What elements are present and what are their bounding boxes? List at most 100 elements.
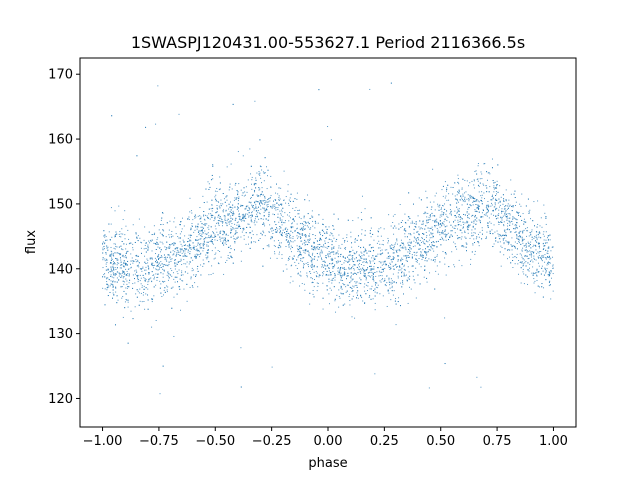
data-point (382, 240, 384, 242)
data-point (120, 236, 122, 238)
data-point (112, 284, 114, 286)
data-point (115, 286, 117, 288)
data-point (381, 264, 383, 266)
data-point (530, 256, 532, 258)
data-point (175, 233, 177, 235)
data-point (509, 214, 511, 216)
data-point (232, 262, 234, 264)
data-point (304, 234, 306, 236)
data-point (168, 263, 170, 265)
data-point (380, 266, 382, 268)
data-point (348, 268, 350, 270)
data-point (277, 246, 279, 248)
data-point (439, 226, 441, 228)
data-point (141, 301, 143, 303)
data-point (552, 290, 554, 292)
data-point (147, 246, 149, 247)
data-point (191, 226, 193, 227)
data-point (262, 194, 264, 196)
data-point (251, 183, 252, 185)
data-point (396, 238, 398, 240)
data-point (107, 295, 109, 297)
data-point (351, 279, 353, 281)
data-point (505, 235, 507, 237)
data-point (547, 239, 549, 241)
data-point (495, 187, 497, 189)
data-point (119, 273, 121, 275)
data-point (417, 242, 419, 244)
data-point (505, 210, 507, 212)
data-point (508, 207, 510, 209)
data-point (512, 260, 514, 262)
data-point (521, 239, 523, 241)
data-point (285, 246, 287, 248)
data-point (271, 236, 273, 238)
data-point (528, 210, 530, 212)
data-point (132, 262, 134, 264)
data-point (546, 252, 548, 254)
data-point (238, 196, 240, 198)
data-point (542, 233, 544, 235)
data-point (144, 255, 146, 257)
data-point (184, 271, 186, 273)
data-point (531, 239, 533, 241)
data-point (157, 243, 159, 245)
data-point (377, 253, 379, 255)
data-point (445, 226, 447, 228)
data-point (296, 223, 298, 225)
data-point (208, 236, 210, 238)
data-point (392, 215, 394, 217)
data-point (444, 181, 446, 183)
data-point (301, 260, 303, 262)
data-point (342, 283, 344, 285)
data-point (445, 274, 447, 276)
data-point (504, 235, 506, 237)
data-point (392, 256, 394, 258)
data-point (335, 253, 337, 255)
data-point (458, 214, 460, 216)
data-point (172, 254, 174, 256)
data-point (207, 255, 209, 257)
data-point (226, 220, 228, 222)
data-point (352, 285, 354, 287)
data-point (452, 226, 454, 228)
data-point (306, 272, 308, 274)
data-point (289, 200, 291, 202)
data-point (245, 186, 247, 188)
data-point (207, 217, 209, 219)
data-point (311, 259, 313, 261)
data-point (256, 194, 258, 196)
data-point (417, 230, 419, 232)
data-point (330, 274, 332, 276)
data-point (363, 271, 365, 273)
data-point (548, 282, 550, 284)
data-point (252, 205, 254, 207)
data-point (503, 224, 505, 226)
data-point (220, 256, 222, 258)
data-point (150, 240, 152, 242)
data-point (176, 247, 178, 249)
data-point (456, 198, 458, 200)
data-point (112, 266, 114, 268)
data-point (243, 215, 245, 217)
data-point (199, 247, 201, 249)
data-point (202, 243, 204, 245)
data-point (340, 247, 342, 249)
data-point (151, 250, 153, 252)
data-point (458, 210, 460, 212)
data-point (151, 263, 153, 265)
data-point (443, 239, 445, 241)
data-point (450, 186, 452, 188)
data-point (206, 201, 208, 203)
data-point (170, 260, 172, 262)
data-point (125, 264, 127, 266)
data-point (462, 221, 464, 223)
data-point (176, 271, 178, 273)
data-point (352, 273, 354, 275)
data-point (115, 268, 117, 270)
data-point (191, 225, 193, 227)
data-point (392, 252, 394, 254)
data-point (501, 219, 503, 221)
data-point (474, 214, 476, 216)
data-point (253, 201, 255, 203)
